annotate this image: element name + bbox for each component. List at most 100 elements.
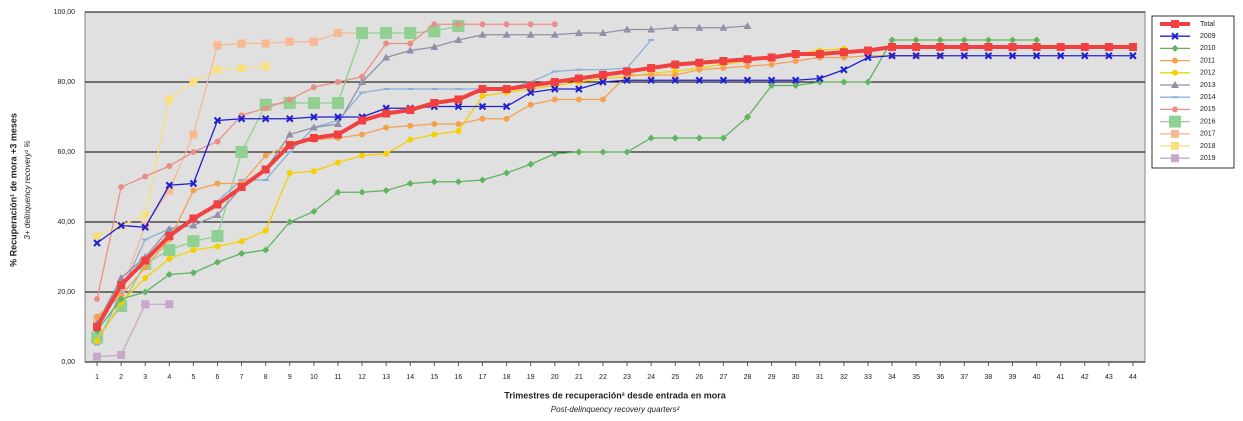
data-point (310, 168, 317, 175)
y-tick-label: 40,00 (57, 219, 75, 226)
legend-marker (1171, 20, 1179, 28)
data-point (960, 43, 969, 51)
data-point (214, 243, 221, 250)
data-point (189, 221, 198, 229)
data-point (310, 208, 318, 215)
data-point (189, 179, 198, 188)
data-point (478, 102, 487, 111)
data-point (671, 23, 680, 31)
data-point (527, 21, 534, 28)
data-point (743, 55, 752, 64)
data-point (407, 122, 414, 129)
data-point (407, 40, 414, 47)
data-point (214, 258, 221, 266)
data-point (479, 21, 486, 28)
data-point (623, 67, 632, 76)
data-point (359, 131, 366, 138)
data-point (1033, 36, 1041, 44)
data-point (864, 53, 872, 62)
legend-marker (1172, 69, 1178, 76)
data-point (187, 235, 200, 248)
x-tick-label: 22 (599, 374, 607, 381)
legend-marker (1171, 32, 1179, 40)
data-point (454, 36, 463, 43)
data-point (285, 130, 294, 138)
data-point (1009, 36, 1016, 44)
data-point (454, 178, 462, 186)
data-point (1129, 52, 1137, 60)
data-point (238, 250, 246, 257)
data-point (165, 271, 173, 278)
data-point (261, 62, 270, 71)
data-point (574, 74, 583, 83)
legend-marker (1171, 81, 1179, 88)
data-point (671, 76, 679, 84)
data-point (719, 57, 728, 65)
y-axis-subtitle: 3+ delinquency recovery¹ % (23, 141, 32, 240)
data-point (839, 48, 848, 57)
data-point (406, 180, 414, 187)
data-point (864, 78, 872, 86)
data-point (93, 352, 102, 361)
data-point (307, 97, 320, 109)
legend-label: 2014 (1200, 94, 1216, 101)
data-point (719, 23, 728, 31)
x-tick-label: 33 (864, 374, 872, 381)
data-point (695, 76, 704, 84)
data-point (214, 138, 221, 145)
data-point (165, 95, 174, 104)
data-point (479, 115, 486, 122)
series-line (96, 39, 1037, 331)
data-point (382, 53, 391, 61)
y-tick-label: 60,00 (57, 149, 75, 156)
data-point (404, 27, 417, 39)
data-point (478, 85, 487, 93)
data-point (720, 65, 727, 71)
data-point (574, 29, 583, 36)
legend-marker (1171, 154, 1179, 163)
data-point (94, 313, 101, 320)
data-point (526, 81, 535, 90)
data-point (211, 230, 224, 242)
data-point (117, 221, 125, 230)
plot-area (84, 11, 1146, 363)
data-point (383, 150, 390, 157)
data-point (333, 120, 342, 127)
data-point (91, 331, 104, 344)
data-point (333, 29, 342, 37)
data-point (93, 239, 101, 247)
data-point (141, 256, 150, 265)
data-point (744, 113, 751, 121)
data-point (648, 72, 655, 78)
legend (1151, 15, 1235, 169)
data-point (189, 130, 198, 139)
data-point (695, 134, 703, 142)
legend-label: 2011 (1200, 57, 1215, 64)
x-tick-label: 35 (912, 374, 920, 381)
data-point (286, 115, 294, 123)
x-tick-label: 23 (623, 374, 631, 381)
x-tick-label: 6 (216, 374, 220, 381)
x-tick-label: 7 (240, 374, 244, 381)
data-point (382, 187, 390, 194)
data-point (1081, 52, 1089, 60)
data-point (527, 101, 534, 108)
data-point (792, 82, 800, 89)
data-point (503, 169, 511, 177)
data-point (383, 124, 390, 131)
data-point (840, 78, 848, 86)
data-point (695, 58, 704, 67)
data-point (647, 76, 655, 84)
data-point (334, 159, 341, 166)
data-point (431, 131, 438, 138)
x-tick-label: 11 (334, 374, 341, 381)
data-point (719, 134, 727, 142)
data-point (1008, 52, 1017, 60)
data-point (912, 43, 921, 51)
x-tick-label: 13 (382, 374, 390, 381)
data-point (888, 52, 896, 60)
data-point (503, 115, 510, 122)
data-point (333, 130, 342, 139)
data-point (455, 21, 462, 28)
